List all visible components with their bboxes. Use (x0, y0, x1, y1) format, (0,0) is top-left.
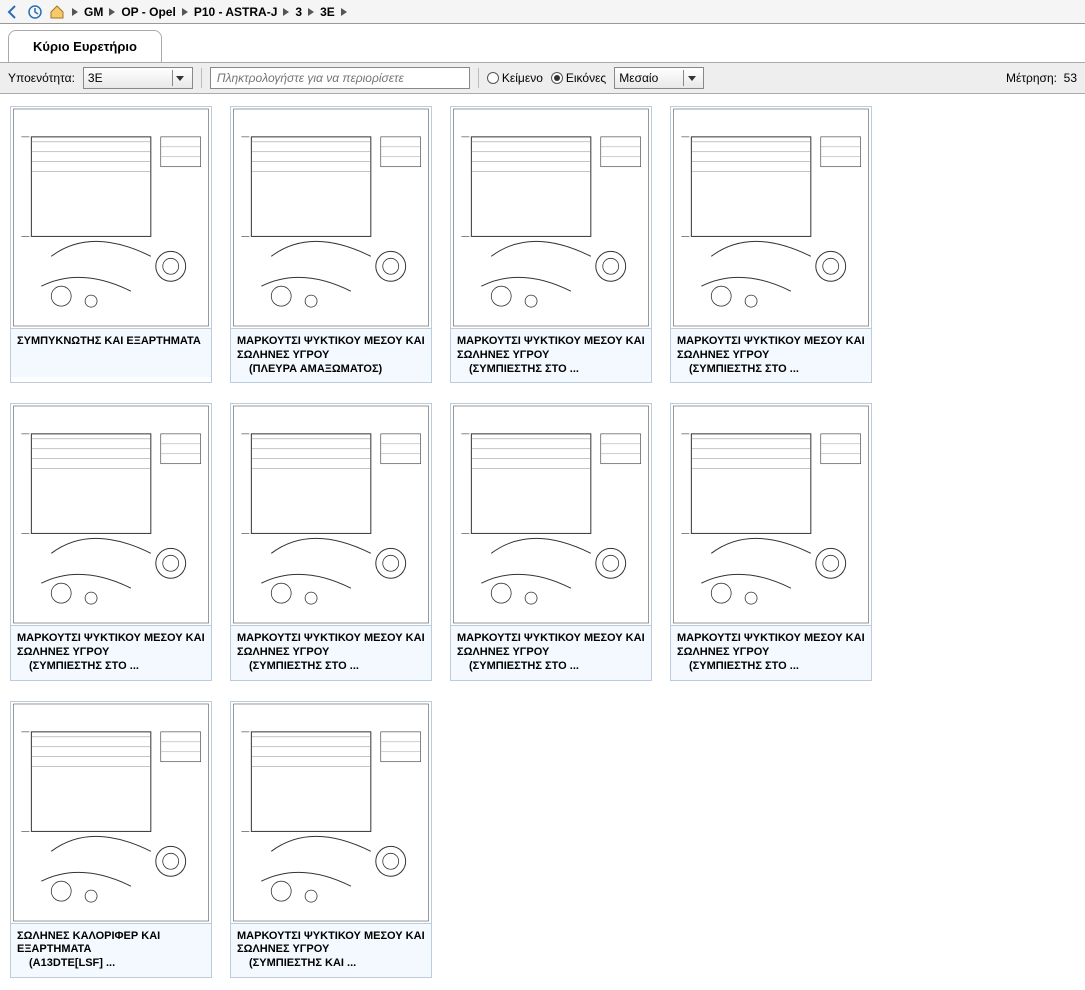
caption-title: ΣΥΜΠΥΚΝΩΤΗΣ ΚΑΙ ΕΞΑΡΤΗΜΑΤΑ (17, 335, 201, 347)
dropdown-icon (683, 70, 699, 86)
caption-title: ΜΑΡΚΟΥΤΣΙ ΨΥΚΤΙΚΟΥ ΜΕΣΟΥ ΚΑΙ ΣΩΛΗΝΕΣ ΥΓΡ… (677, 632, 865, 658)
breadcrumb-item[interactable]: 3E (318, 5, 337, 19)
tabs-row: Κύριο Ευρετήριο (0, 24, 1085, 62)
size-select[interactable]: Μεσαίο (614, 67, 704, 89)
thumbnail-caption: ΜΑΡΚΟΥΤΣΙ ΨΥΚΤΙΚΟΥ ΜΕΣΟΥ ΚΑΙ ΣΩΛΗΝΕΣ ΥΓΡ… (11, 626, 211, 679)
breadcrumb-item[interactable]: P10 - ASTRA-J (192, 5, 280, 19)
thumbnail-card[interactable]: ΜΑΡΚΟΥΤΣΙ ΨΥΚΤΙΚΟΥ ΜΕΣΟΥ ΚΑΙ ΣΩΛΗΝΕΣ ΥΓΡ… (10, 403, 212, 680)
caption-subtitle: (ΣΥΜΠΙΕΣΤΗΣ ΣΤΟ ... (677, 660, 865, 674)
thumbnail-caption: ΣΥΜΠΥΚΝΩΤΗΣ ΚΑΙ ΕΞΑΡΤΗΜΑΤΑ (11, 329, 211, 377)
top-toolbar: GM OP - Opel P10 - ASTRA-J 3 3E (0, 0, 1085, 24)
thumbnail-caption: ΜΑΡΚΟΥΤΣΙ ΨΥΚΤΙΚΟΥ ΜΕΣΟΥ ΚΑΙ ΣΩΛΗΝΕΣ ΥΓΡ… (231, 329, 431, 382)
thumbnail-image (451, 107, 651, 329)
thumbnail-card[interactable]: ΣΥΜΠΥΚΝΩΤΗΣ ΚΑΙ ΕΞΑΡΤΗΜΑΤΑ (10, 106, 212, 383)
caption-title: ΜΑΡΚΟΥΤΣΙ ΨΥΚΤΙΚΟΥ ΜΕΣΟΥ ΚΑΙ ΣΩΛΗΝΕΣ ΥΓΡ… (237, 930, 425, 956)
radio-icon (487, 72, 499, 84)
caption-title: ΜΑΡΚΟΥΤΣΙ ΨΥΚΤΙΚΟΥ ΜΕΣΟΥ ΚΑΙ ΣΩΛΗΝΕΣ ΥΓΡ… (677, 335, 865, 361)
thumbnail-image (231, 702, 431, 924)
caption-title: ΜΑΡΚΟΥΤΣΙ ΨΥΚΤΙΚΟΥ ΜΕΣΟΥ ΚΑΙ ΣΩΛΗΝΕΣ ΥΓΡ… (457, 632, 645, 658)
caption-subtitle: (ΠΛΕΥΡΑ ΑΜΑΞΩΜΑΤΟΣ) (237, 363, 425, 377)
thumbnail-card[interactable]: ΜΑΡΚΟΥΤΣΙ ΨΥΚΤΙΚΟΥ ΜΕΣΟΥ ΚΑΙ ΣΩΛΗΝΕΣ ΥΓΡ… (230, 403, 432, 680)
caption-title: ΣΩΛΗΝΕΣ ΚΑΛΟΡΙΦΕΡ ΚΑΙ ΕΞΑΡΤΗΜΑΤΑ (17, 930, 160, 956)
breadcrumb-item[interactable]: OP - Opel (119, 5, 177, 19)
chevron-right-icon (109, 8, 115, 16)
subunit-label: Υποενότητα: (8, 71, 75, 85)
caption-subtitle: (ΣΥΜΠΙΕΣΤΗΣ ΣΤΟ ... (457, 660, 645, 674)
thumbnail-card[interactable]: ΣΩΛΗΝΕΣ ΚΑΛΟΡΙΦΕΡ ΚΑΙ ΕΞΑΡΤΗΜΑΤΑ(A13DTE[… (10, 701, 212, 978)
thumbnail-card[interactable]: ΜΑΡΚΟΥΤΣΙ ΨΥΚΤΙΚΟΥ ΜΕΣΟΥ ΚΑΙ ΣΩΛΗΝΕΣ ΥΓΡ… (230, 701, 432, 978)
count-value: 53 (1064, 71, 1077, 85)
thumbnail-image (451, 404, 651, 626)
caption-title: ΜΑΡΚΟΥΤΣΙ ΨΥΚΤΙΚΟΥ ΜΕΣΟΥ ΚΑΙ ΣΩΛΗΝΕΣ ΥΓΡ… (17, 632, 205, 658)
thumbnail-caption: ΜΑΡΚΟΥΤΣΙ ΨΥΚΤΙΚΟΥ ΜΕΣΟΥ ΚΑΙ ΣΩΛΗΝΕΣ ΥΓΡ… (451, 626, 651, 679)
radio-label: Κείμενο (502, 71, 543, 85)
thumbnail-image (11, 107, 211, 329)
caption-title: ΜΑΡΚΟΥΤΣΙ ΨΥΚΤΙΚΟΥ ΜΕΣΟΥ ΚΑΙ ΣΩΛΗΝΕΣ ΥΓΡ… (237, 632, 425, 658)
caption-subtitle: (ΣΥΜΠΙΕΣΤΗΣ ΣΤΟ ... (457, 363, 645, 377)
size-value: Μεσαίο (619, 71, 679, 85)
thumbnail-card[interactable]: ΜΑΡΚΟΥΤΣΙ ΨΥΚΤΙΚΟΥ ΜΕΣΟΥ ΚΑΙ ΣΩΛΗΝΕΣ ΥΓΡ… (670, 403, 872, 680)
dropdown-icon (172, 70, 188, 86)
thumbnail-card[interactable]: ΜΑΡΚΟΥΤΣΙ ΨΥΚΤΙΚΟΥ ΜΕΣΟΥ ΚΑΙ ΣΩΛΗΝΕΣ ΥΓΡ… (670, 106, 872, 383)
breadcrumb: GM OP - Opel P10 - ASTRA-J 3 3E (70, 5, 349, 19)
caption-subtitle: (ΣΥΜΠΙΕΣΤΗΣ ΣΤΟ ... (17, 660, 205, 674)
thumbnail-card[interactable]: ΜΑΡΚΟΥΤΣΙ ΨΥΚΤΙΚΟΥ ΜΕΣΟΥ ΚΑΙ ΣΩΛΗΝΕΣ ΥΓΡ… (450, 106, 652, 383)
home-icon[interactable] (48, 3, 66, 21)
thumbnail-image (231, 107, 431, 329)
tab-main-index[interactable]: Κύριο Ευρετήριο (8, 30, 162, 62)
count-text: Μέτρηση: (1006, 71, 1057, 85)
thumbnail-image (11, 702, 211, 924)
thumbnail-image (671, 404, 871, 626)
thumbnail-caption: ΣΩΛΗΝΕΣ ΚΑΛΟΡΙΦΕΡ ΚΑΙ ΕΞΑΡΤΗΜΑΤΑ(A13DTE[… (11, 924, 211, 977)
thumbnail-caption: ΜΑΡΚΟΥΤΣΙ ΨΥΚΤΙΚΟΥ ΜΕΣΟΥ ΚΑΙ ΣΩΛΗΝΕΣ ΥΓΡ… (231, 626, 431, 679)
count-label: Μέτρηση: 53 (1006, 71, 1077, 85)
radio-images-mode[interactable]: Εικόνες (551, 71, 606, 85)
thumbnail-image (11, 404, 211, 626)
caption-title: ΜΑΡΚΟΥΤΣΙ ΨΥΚΤΙΚΟΥ ΜΕΣΟΥ ΚΑΙ ΣΩΛΗΝΕΣ ΥΓΡ… (457, 335, 645, 361)
breadcrumb-item[interactable]: GM (82, 5, 105, 19)
search-input[interactable] (210, 67, 470, 89)
chevron-right-icon (182, 8, 188, 16)
history-icon[interactable] (26, 3, 44, 21)
chevron-right-icon (341, 8, 347, 16)
chevron-right-icon (72, 8, 78, 16)
divider (478, 68, 479, 88)
radio-text-mode[interactable]: Κείμενο (487, 71, 543, 85)
divider (201, 68, 202, 88)
thumbnail-caption: ΜΑΡΚΟΥΤΣΙ ΨΥΚΤΙΚΟΥ ΜΕΣΟΥ ΚΑΙ ΣΩΛΗΝΕΣ ΥΓΡ… (451, 329, 651, 382)
filter-bar: Υποενότητα: 3E Κείμενο Εικόνες Μεσαίο Μέ… (0, 62, 1085, 94)
thumbnail-caption: ΜΑΡΚΟΥΤΣΙ ΨΥΚΤΙΚΟΥ ΜΕΣΟΥ ΚΑΙ ΣΩΛΗΝΕΣ ΥΓΡ… (671, 329, 871, 382)
thumbnail-grid: ΣΥΜΠΥΚΝΩΤΗΣ ΚΑΙ ΕΞΑΡΤΗΜΑΤΑ ΜΑΡΚΟΥΤΣΙ ΨΥΚΤ… (0, 94, 1085, 990)
chevron-right-icon (283, 8, 289, 16)
thumbnail-image (671, 107, 871, 329)
radio-label: Εικόνες (566, 71, 606, 85)
thumbnail-card[interactable]: ΜΑΡΚΟΥΤΣΙ ΨΥΚΤΙΚΟΥ ΜΕΣΟΥ ΚΑΙ ΣΩΛΗΝΕΣ ΥΓΡ… (230, 106, 432, 383)
back-icon[interactable] (4, 3, 22, 21)
chevron-right-icon (308, 8, 314, 16)
thumbnail-caption: ΜΑΡΚΟΥΤΣΙ ΨΥΚΤΙΚΟΥ ΜΕΣΟΥ ΚΑΙ ΣΩΛΗΝΕΣ ΥΓΡ… (671, 626, 871, 679)
thumbnail-card[interactable]: ΜΑΡΚΟΥΤΣΙ ΨΥΚΤΙΚΟΥ ΜΕΣΟΥ ΚΑΙ ΣΩΛΗΝΕΣ ΥΓΡ… (450, 403, 652, 680)
caption-subtitle: (ΣΥΜΠΙΕΣΤΗΣ ΚΑΙ ... (237, 957, 425, 971)
caption-subtitle: (ΣΥΜΠΙΕΣΤΗΣ ΣΤΟ ... (237, 660, 425, 674)
subunit-value: 3E (88, 71, 168, 85)
caption-subtitle: (ΣΥΜΠΙΕΣΤΗΣ ΣΤΟ ... (677, 363, 865, 377)
radio-icon (551, 72, 563, 84)
caption-title: ΜΑΡΚΟΥΤΣΙ ΨΥΚΤΙΚΟΥ ΜΕΣΟΥ ΚΑΙ ΣΩΛΗΝΕΣ ΥΓΡ… (237, 335, 425, 361)
thumbnail-caption: ΜΑΡΚΟΥΤΣΙ ΨΥΚΤΙΚΟΥ ΜΕΣΟΥ ΚΑΙ ΣΩΛΗΝΕΣ ΥΓΡ… (231, 924, 431, 977)
subunit-select[interactable]: 3E (83, 67, 193, 89)
thumbnail-image (231, 404, 431, 626)
breadcrumb-item[interactable]: 3 (293, 5, 304, 19)
caption-subtitle: (A13DTE[LSF] ... (17, 957, 205, 971)
